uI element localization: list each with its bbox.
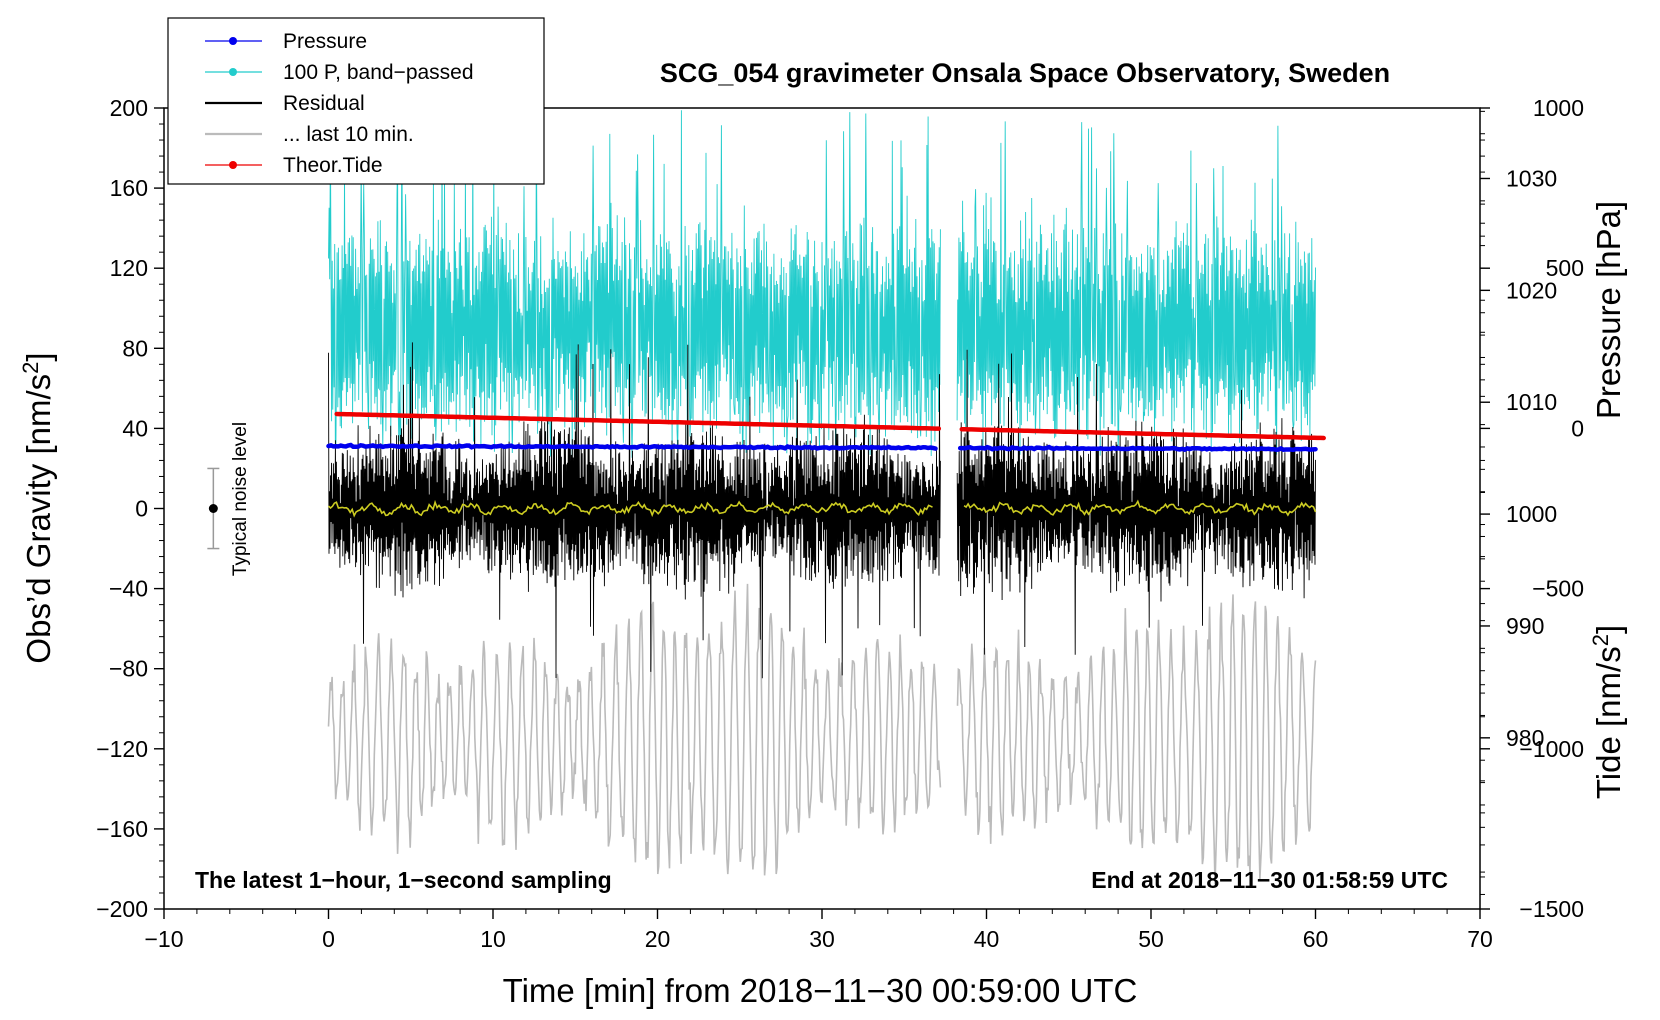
y-tick-label: 40 — [122, 415, 148, 441]
legend-label: Pressure — [283, 30, 367, 53]
tide-tick-label: −1000 — [1519, 736, 1584, 762]
legend-marker — [229, 37, 237, 45]
series-theoretical-tide — [334, 411, 1326, 441]
x-tick-label: −10 — [144, 926, 183, 952]
pressure-tick-label: 980 — [1506, 725, 1544, 751]
legend-label: 100 P, band−passed — [283, 61, 474, 84]
tide-tick-label: 1000 — [1533, 95, 1584, 121]
tide-axis-ticks: 1000 500 0 −500 −1000 −1500 — [1480, 95, 1584, 922]
annotation-sampling: The latest 1−hour, 1−second sampling — [195, 867, 612, 893]
y-axis-title: Obs’d Gravity [nm/s2] — [18, 352, 57, 663]
tide-axis-title: Tide [nm/s2] — [1588, 625, 1627, 799]
noise-level-indicator — [207, 467, 220, 550]
pressure-tick-label: 1010 — [1506, 389, 1557, 415]
y-tick-label: −160 — [96, 816, 148, 842]
legend-marker — [229, 68, 237, 76]
legend-label: Theor.Tide — [283, 154, 383, 177]
series-last-10-min — [327, 583, 1317, 885]
y-tick-label: −200 — [96, 896, 148, 922]
chart-title: SCG_054 gravimeter Onsala Space Observat… — [660, 58, 1390, 88]
x-tick-label: 70 — [1467, 926, 1493, 952]
series-pressure — [326, 442, 1318, 453]
x-tick-label: 30 — [809, 926, 835, 952]
pressure-tick-label: 990 — [1506, 613, 1544, 639]
legend-box — [167, 17, 545, 185]
x-tick-label: 20 — [645, 926, 671, 952]
y-tick-label: −40 — [109, 576, 148, 602]
y-tick-label: −120 — [96, 736, 148, 762]
tide-axis-title-sup: 2 — [1588, 634, 1613, 646]
legend-label: ... last 10 min. — [283, 123, 414, 146]
x-axis-ticks: −10 0 10 20 30 40 50 60 70 — [144, 909, 1493, 952]
y-tick-label: 0 — [135, 496, 148, 522]
tide-tick-label: −500 — [1532, 576, 1584, 602]
x-tick-label: 60 — [1303, 926, 1329, 952]
tide-axis-title-main: Tide [nm/s — [1590, 646, 1627, 799]
pressure-axis-title: Pressure [hPa] — [1590, 201, 1627, 419]
annotation-end-time: End at 2018−11−30 01:58:59 UTC — [1091, 867, 1448, 893]
y-axis-title-main: Obs’d Gravity [nm/s — [20, 374, 57, 664]
y-tick-label: 80 — [122, 335, 148, 361]
series-residual — [328, 342, 1316, 679]
tide-tick-label: 0 — [1571, 415, 1584, 441]
y-tick-label: 200 — [110, 95, 148, 121]
x-axis-title: Time [min] from 2018−11−30 00:59:00 UTC — [503, 972, 1138, 1009]
legend-label: Residual — [283, 92, 365, 115]
pressure-tick-label: 1020 — [1506, 277, 1557, 303]
pressure-tick-label: 1000 — [1506, 501, 1557, 527]
pressure-tick-label: 1030 — [1506, 165, 1557, 191]
tide-axis-title-close: ] — [1590, 625, 1627, 634]
series-layer — [326, 110, 1326, 885]
y-axis-title-close: ] — [20, 352, 57, 361]
tide-tick-label: −1500 — [1519, 896, 1584, 922]
series-band-passed — [328, 110, 1316, 459]
noise-bar-center-dot — [208, 504, 218, 513]
series-smoothed-residual — [327, 499, 1317, 518]
y-axis-title-sup: 2 — [18, 362, 43, 374]
y-axis-ticks: 200 160 120 80 40 0 −40 −80 −120 −160 −200 — [96, 95, 164, 922]
x-tick-label: 50 — [1138, 926, 1164, 952]
tide-tick-label: 500 — [1546, 255, 1584, 281]
pressure-axis-ticks: 980 990 1000 1010 1020 1030 — [1480, 110, 1557, 895]
x-tick-label: 40 — [974, 926, 1000, 952]
x-tick-label: 10 — [480, 926, 506, 952]
y-tick-label: −80 — [109, 656, 148, 682]
y-tick-label: 160 — [110, 175, 148, 201]
legend-marker — [229, 161, 237, 169]
legend: Pressure 100 P, band−passed Residual ... la… — [167, 17, 545, 185]
noise-level-label: Typical noise level — [230, 422, 251, 576]
x-tick-label: 0 — [322, 926, 335, 952]
y-tick-label: 120 — [110, 255, 148, 281]
